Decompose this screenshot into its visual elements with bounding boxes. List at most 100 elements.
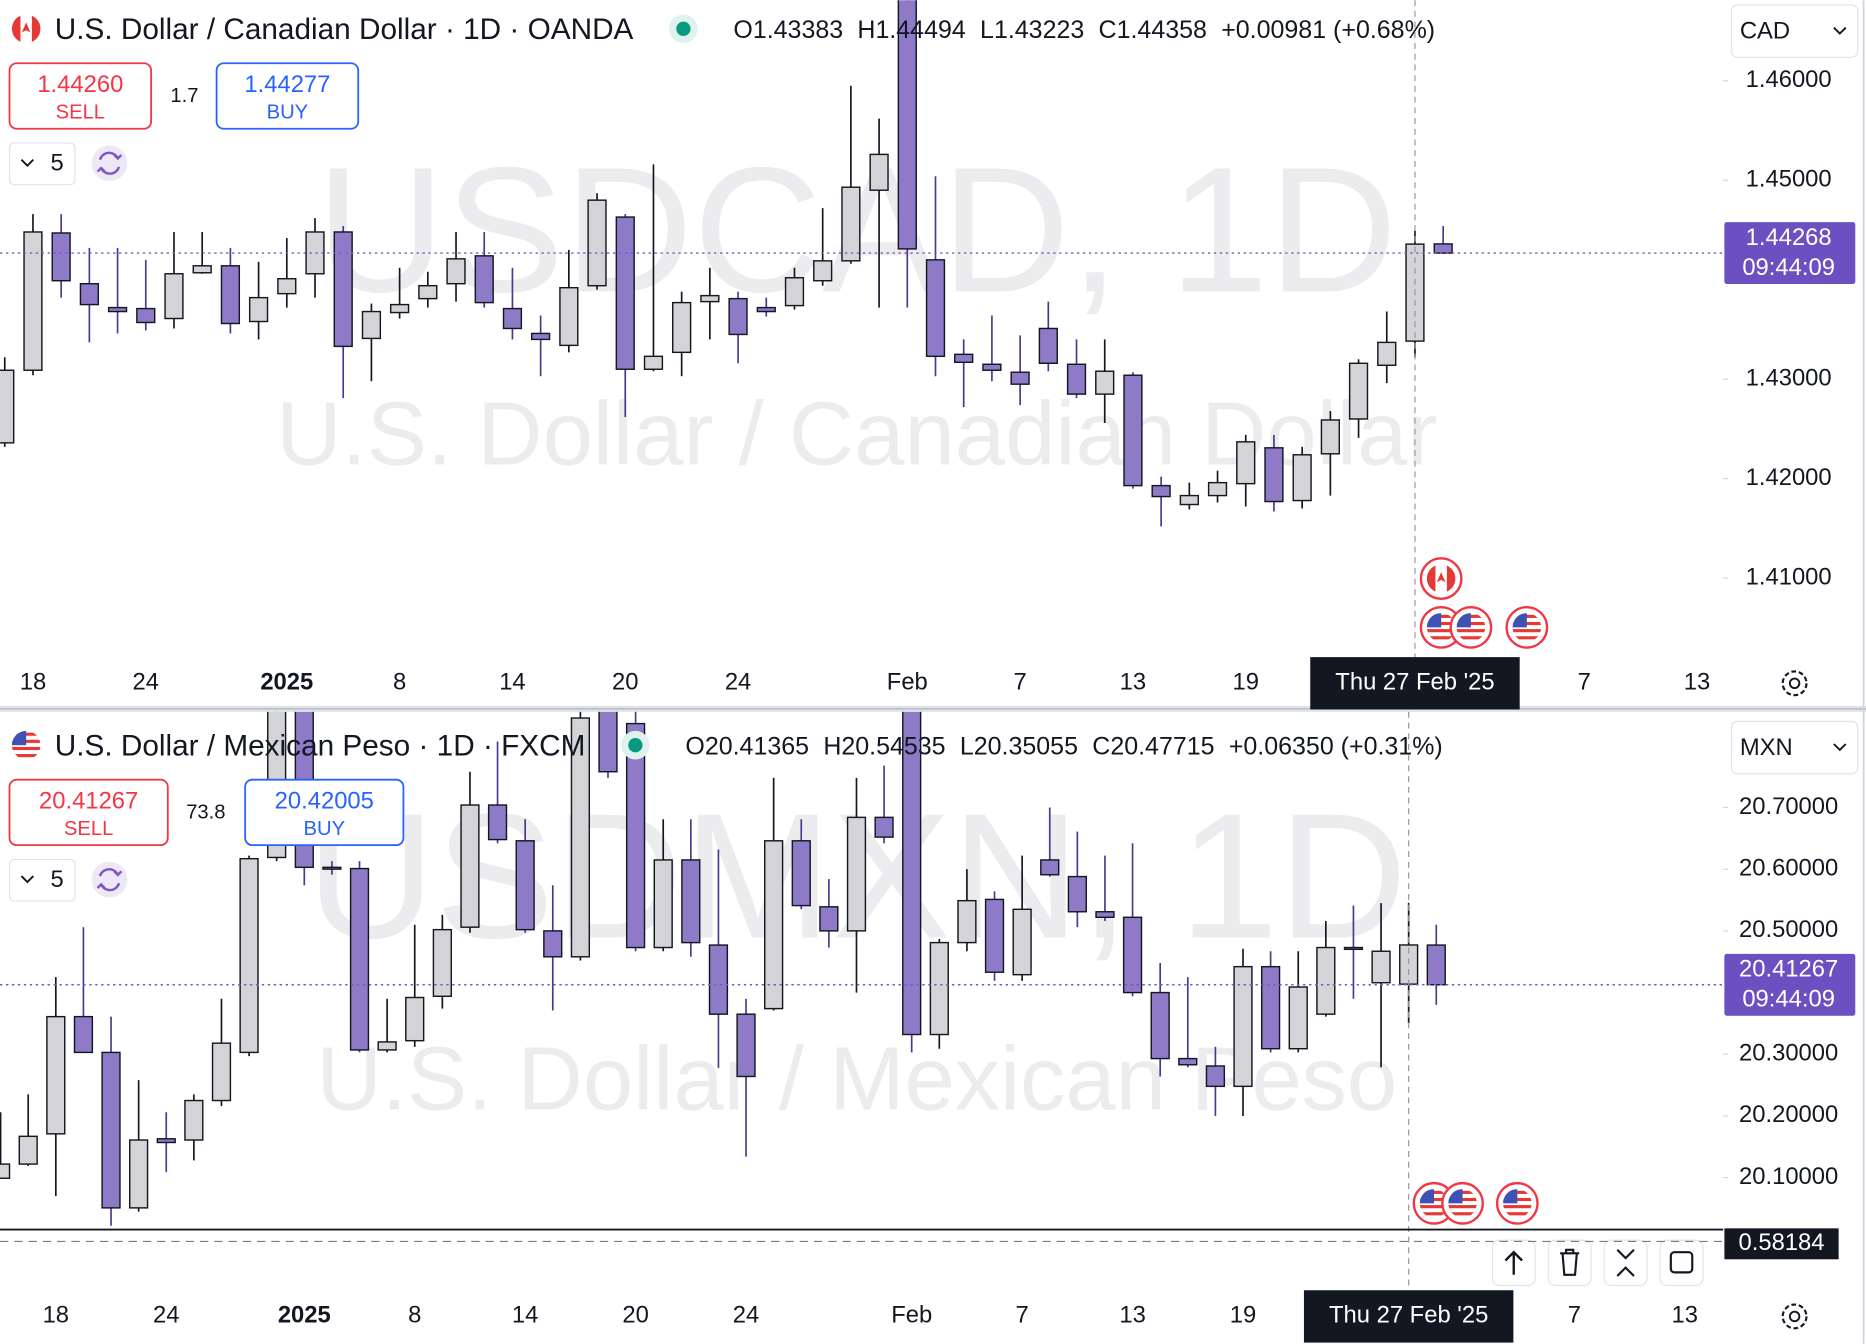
candle-body: [1207, 481, 1228, 497]
interval-frame: [8, 858, 76, 902]
sync-button[interactable]: [91, 145, 128, 182]
flag-body: [1426, 564, 1456, 593]
candle-body: [46, 1015, 66, 1135]
currency-dropdown[interactable]: CAD: [1730, 4, 1859, 58]
x-tick-label: 2025: [278, 1302, 331, 1329]
candle-body: [728, 297, 748, 336]
change-value: +0.00981 (+0.68%): [1221, 16, 1435, 44]
ohlc-value: 1.43223: [994, 16, 1084, 44]
candle-body: [587, 199, 607, 287]
candle-body: [220, 265, 241, 325]
sell-price: 1.44260: [37, 71, 123, 98]
candle-body: [107, 306, 128, 313]
candle-body: [377, 1041, 397, 1051]
flag-leaf: [21, 22, 31, 33]
settings-button[interactable]: [1781, 1303, 1808, 1330]
x-tick-label: 13: [1119, 1302, 1145, 1329]
x-tick-label: Feb: [891, 1302, 932, 1329]
flag-icon: [1426, 564, 1456, 593]
candle-body: [446, 258, 466, 285]
flag-stripe: [1456, 629, 1486, 633]
candle-body: [405, 996, 425, 1042]
flag-icon: [1456, 613, 1486, 642]
candle-body: [841, 186, 861, 262]
ohlc-key: H: [823, 732, 841, 760]
candle-body: [487, 804, 508, 841]
plot-area: [0, 0, 1453, 527]
crosshair-date-box: [1303, 1290, 1514, 1343]
economic-event[interactable]: [1419, 557, 1463, 601]
x-tick-label: 24: [725, 669, 751, 696]
buy-frame: [215, 62, 360, 130]
economic-event[interactable]: [1419, 605, 1463, 649]
maximize-button[interactable]: [1659, 1239, 1704, 1287]
economic-event[interactable]: [1505, 605, 1549, 649]
interval-dropdown[interactable]: 5: [8, 142, 76, 186]
toolbar: [1491, 1239, 1704, 1287]
delete-button[interactable]: [1547, 1239, 1592, 1287]
sync-button[interactable]: [91, 861, 128, 898]
candle-body: [1095, 370, 1115, 395]
sell-button[interactable]: 1.44260 SELL: [8, 62, 153, 130]
market-status-dot: [628, 738, 643, 753]
interval-dropdown[interactable]: 5: [8, 858, 76, 902]
candle-body: [73, 1015, 94, 1054]
sell-button[interactable]: 20.41267 SELL: [8, 778, 169, 847]
currency-label: CAD: [1740, 18, 1790, 45]
candle-body: [1123, 374, 1143, 487]
flag-stripe: [11, 746, 41, 751]
spread-value: 1.7: [170, 85, 198, 107]
candle-body: [1426, 944, 1446, 986]
market-status-dot: [676, 21, 691, 36]
candle-body: [791, 840, 811, 907]
economic-event[interactable]: [1495, 1181, 1539, 1225]
flag-body: [1512, 613, 1542, 642]
collapse-button[interactable]: [1603, 1239, 1648, 1287]
countdown-label: 09:44:09: [1742, 986, 1835, 1013]
buy-button[interactable]: 1.44277 BUY: [215, 62, 360, 130]
currency-label: MXN: [1740, 734, 1793, 761]
scroll-up-button[interactable]: [1491, 1239, 1536, 1287]
candle-body: [277, 278, 297, 295]
interval-value: 5: [50, 866, 63, 893]
flag-stripe: [1456, 636, 1486, 640]
ohlc-values: O20.41365 H20.54535 L20.35055 C20.47715 +0.0…: [685, 732, 1442, 760]
candle-body: [1038, 327, 1058, 364]
flag-stripe: [1419, 1205, 1449, 1209]
flag-stripe: [1503, 1205, 1532, 1209]
settings-button[interactable]: [1781, 670, 1808, 697]
candle-body: [1348, 362, 1369, 420]
candle-body: [984, 898, 1005, 973]
candle-body: [1150, 991, 1170, 1060]
change-value: +0.06350 (+0.31%): [1229, 732, 1443, 760]
candle-body: [819, 906, 839, 932]
economic-event[interactable]: [1441, 1181, 1484, 1225]
flag-leaf: [1436, 572, 1446, 583]
candle-body: [736, 1013, 756, 1078]
ohlc-value: 1.43383: [753, 16, 843, 44]
flag-stripe: [1512, 636, 1542, 640]
symbol-title: U.S. Dollar / Canadian Dollar · 1D · OAN…: [55, 13, 634, 46]
candle-body: [23, 231, 43, 371]
candle-body: [322, 866, 342, 870]
sell-price: 20.41267: [39, 788, 138, 815]
economic-event[interactable]: [1449, 605, 1493, 649]
candle-body: [1012, 908, 1032, 976]
candle-body: [18, 1135, 38, 1165]
y-tick-label: 20.20000: [1739, 1101, 1838, 1128]
flag-stripe: [1426, 636, 1456, 640]
chart-pane: USDMXN, 1DU.S. Dollar / Mexican Peso20.1…: [0, 711, 1859, 1343]
candle-body: [361, 310, 382, 340]
flag-icon: [1512, 613, 1542, 642]
flag-body: [11, 730, 41, 760]
buy-button[interactable]: 20.42005 BUY: [244, 778, 405, 847]
ohlc-value: 20.35055: [974, 732, 1078, 760]
candle-body: [902, 711, 922, 1036]
candle-body: [129, 1139, 149, 1209]
spread-value: 73.8: [186, 801, 225, 823]
currency-dropdown[interactable]: MXN: [1730, 720, 1859, 775]
crosshair-date-box: [1310, 657, 1520, 710]
x-tick-label: 24: [733, 1302, 759, 1329]
x-tick-label: 13: [1672, 1302, 1698, 1329]
candle-body: [784, 277, 805, 307]
